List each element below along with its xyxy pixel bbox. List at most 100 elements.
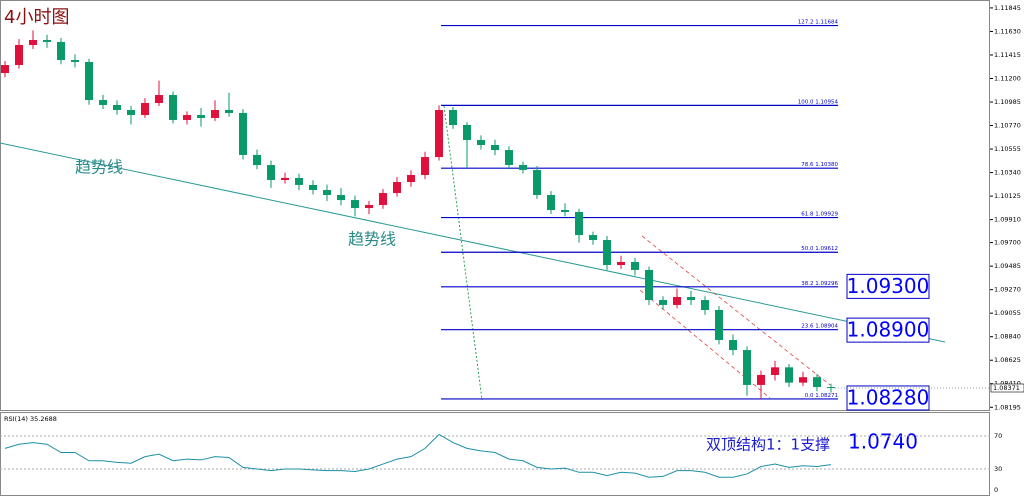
candle-body <box>575 211 583 236</box>
fib-ratio: 100.0 <box>798 99 814 105</box>
trend-label: 趋势线 <box>75 158 123 177</box>
candle-body <box>295 177 303 185</box>
candle-body <box>659 300 667 305</box>
candle-body <box>379 193 387 205</box>
y-tick-label: 1.09700 <box>994 239 1021 247</box>
candle-body <box>365 204 373 209</box>
candle-body <box>267 165 275 181</box>
fib-price: 1.10954 <box>815 99 838 105</box>
candle-body <box>533 169 541 196</box>
candle-body <box>43 39 51 42</box>
fib-price: 1.09929 <box>815 211 838 217</box>
candle-body <box>827 387 835 389</box>
candle-body <box>477 139 485 146</box>
fib-ratio: 38.2 <box>801 280 813 286</box>
y-tick-label: 1.10340 <box>994 169 1021 177</box>
candle-body <box>491 145 499 151</box>
candle-body <box>449 110 457 125</box>
candle-body <box>351 200 359 209</box>
candle-body <box>771 367 779 375</box>
level-box <box>846 385 930 411</box>
fib-price: 1.08271 <box>815 392 838 398</box>
rsi-panel-frame <box>0 412 990 496</box>
candle-body <box>757 374 765 385</box>
candle-body <box>645 269 653 301</box>
annotation: 双顶结构1：1支撑 <box>706 436 830 454</box>
y-tick-label: 1.09055 <box>994 309 1021 317</box>
candle-body <box>211 110 219 118</box>
y-tick-label: 1.09270 <box>994 286 1021 294</box>
candle-body <box>393 181 401 194</box>
candle-body <box>239 112 247 155</box>
fib-label: 23.6 1.08904 <box>801 323 838 329</box>
y-tick-label: 1.08840 <box>994 333 1021 341</box>
fib-label: 78.6 1.10380 <box>801 162 838 168</box>
candle-body <box>603 239 611 266</box>
y-tick-label: 1.10770 <box>994 122 1021 130</box>
candle-body <box>813 377 821 388</box>
candle-body <box>337 195 345 201</box>
candle-body <box>785 367 793 383</box>
y-tick-label: 1.09910 <box>994 216 1021 224</box>
candle-body <box>253 154 261 166</box>
candle-body <box>155 95 163 103</box>
fib-ratio: 78.6 <box>801 162 814 168</box>
level-box-label: 1.08900 <box>847 318 930 342</box>
candle-body <box>715 310 723 340</box>
fib-label: 127.2 1.11684 <box>798 19 839 25</box>
candle-body <box>169 95 177 120</box>
candle-body <box>701 300 709 311</box>
y-tick-label: 1.10555 <box>994 145 1021 153</box>
y-tick-label: 1.11200 <box>994 74 1021 82</box>
trend-line <box>0 142 946 343</box>
candle-body <box>141 102 149 116</box>
candle-body <box>519 165 527 170</box>
fib-label: 50.0 1.09612 <box>801 246 838 252</box>
candle-body <box>183 115 191 120</box>
fib-price: 1.08904 <box>815 323 838 329</box>
candle-body <box>29 39 37 46</box>
candle-body <box>799 377 807 383</box>
trend-label: 趋势线 <box>348 230 396 249</box>
candle-body <box>225 110 233 113</box>
fib-price: 1.09612 <box>815 246 838 252</box>
fib-ratio: 0.0 <box>805 392 814 398</box>
dotted-line <box>443 105 483 401</box>
annotation-level: 1.0740 <box>848 430 918 454</box>
candle-body <box>687 296 695 301</box>
fib-price: 1.10380 <box>815 162 838 168</box>
rsi-last: 35.2688 <box>30 415 57 423</box>
rsi-label: RSI(14) 35.2688 <box>4 415 57 423</box>
candle-body <box>113 104 121 111</box>
y-tick-label: 1.10985 <box>994 98 1021 106</box>
candle-body <box>631 261 639 270</box>
level-box <box>846 317 930 343</box>
fib-price: 1.11684 <box>815 19 838 25</box>
last-price-label: 1.08371 <box>993 384 1020 392</box>
level-box <box>846 273 930 299</box>
y-tick-label: 1.11415 <box>994 51 1021 59</box>
candle-body <box>15 45 23 66</box>
fib-ratio: 50.0 <box>801 246 814 252</box>
candle-body <box>99 100 107 105</box>
y-tick-label: 1.08625 <box>994 356 1021 364</box>
level-box-label: 1.09300 <box>847 274 930 298</box>
candle-body <box>57 41 65 61</box>
fib-label: 38.2 1.09296 <box>801 280 838 286</box>
candle-body <box>309 184 317 190</box>
rsi-tick-label: 30 <box>994 465 1002 473</box>
y-tick-label: 1.10125 <box>994 192 1021 200</box>
candle-body <box>673 296 681 305</box>
candle-body <box>729 339 737 351</box>
rsi-line <box>4 433 832 478</box>
candle-body <box>1 65 9 74</box>
candle-body <box>435 110 443 158</box>
chart-title: 4小时图 <box>4 7 69 28</box>
candle-body <box>505 150 513 166</box>
candle-body <box>71 60 79 62</box>
fib-ratio: 23.6 <box>801 323 814 329</box>
channel-line <box>641 235 831 386</box>
fib-label: 0.0 1.08271 <box>805 392 838 398</box>
